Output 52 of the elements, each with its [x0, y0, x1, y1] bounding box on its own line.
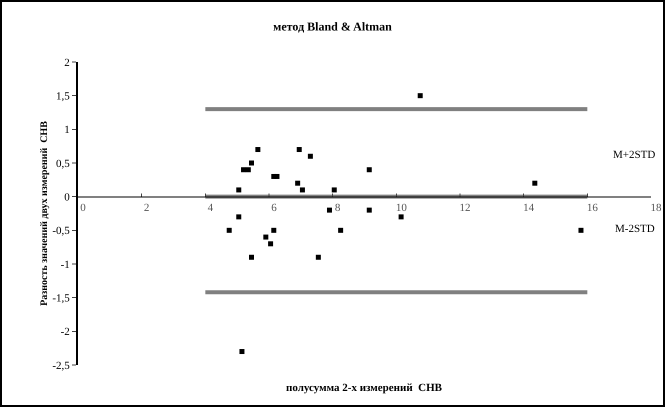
x-tick-label: 0: [80, 202, 86, 214]
point: [338, 228, 344, 233]
y-tick-label: 1: [64, 124, 70, 136]
point: [308, 154, 313, 159]
point: [271, 228, 276, 233]
y-tick-label: -2,5: [52, 360, 70, 372]
point: [418, 93, 423, 98]
point: [236, 187, 242, 192]
annotation: M-2STD: [615, 223, 655, 235]
point: [398, 214, 404, 220]
y-tick-label: -1,5: [52, 292, 70, 305]
point: [255, 147, 260, 152]
point: [326, 208, 332, 213]
point: [248, 160, 254, 166]
point: [532, 180, 538, 186]
x-tick-label: 10: [396, 202, 408, 214]
x-tick-label: 18: [650, 202, 662, 214]
point: [366, 167, 372, 172]
y-tick-label: 0: [64, 192, 70, 204]
x-tick-label: 2: [144, 202, 150, 214]
x-tick-label: 14: [523, 202, 535, 214]
x-tick-label: 6: [271, 202, 278, 214]
point: [226, 228, 232, 233]
point: [241, 167, 246, 172]
y-axis-title: Разность значений двух измерений СНВ: [39, 120, 50, 306]
point: [268, 241, 274, 246]
y-tick-label: 2: [64, 56, 70, 69]
point: [296, 147, 302, 152]
annotation: M+2STD: [613, 149, 656, 161]
y-tick-label: 1,5: [56, 90, 70, 103]
point: [366, 208, 372, 213]
point: [295, 180, 300, 186]
y-tick-label: -2: [60, 326, 70, 338]
point: [236, 214, 242, 220]
point: [316, 254, 321, 260]
y-tick-label: 0,5: [56, 158, 70, 170]
chart-title: метод Bland & Altman: [273, 20, 392, 34]
x-tick-label: 16: [586, 202, 598, 214]
x-axis-title: полусумма 2-х измерений СНВ: [286, 382, 443, 394]
y-tick-label: -1: [60, 258, 70, 271]
point: [332, 187, 337, 192]
point: [246, 167, 251, 172]
point: [300, 187, 305, 192]
point: [248, 254, 254, 260]
point: [263, 234, 268, 240]
point: [578, 228, 584, 233]
x-tick-label: 12: [460, 202, 470, 214]
point: [274, 174, 280, 179]
point: [239, 349, 244, 354]
x-tick-label: 8: [334, 202, 341, 214]
y-tick-label: -0,5: [52, 225, 70, 238]
x-tick-label: 4: [208, 202, 214, 214]
